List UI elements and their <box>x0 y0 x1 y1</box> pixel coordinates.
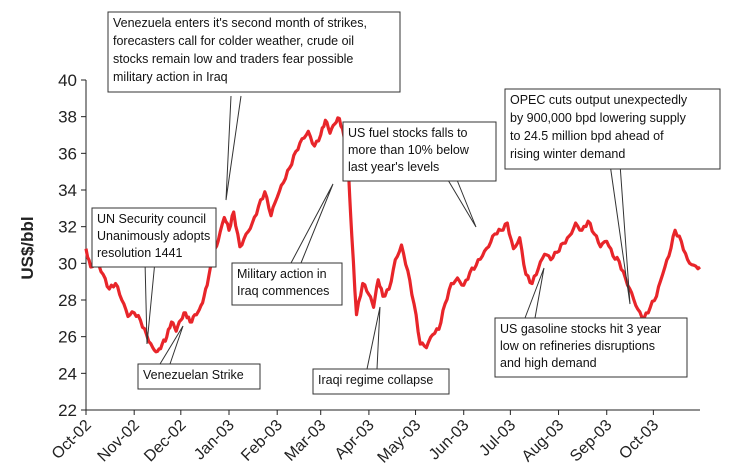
y-tick-label: 36 <box>58 144 77 163</box>
annotation-text: UN Security council <box>97 212 206 226</box>
annotation-leader <box>290 183 334 264</box>
annotation-text: OPEC cuts output unexpectedly <box>510 93 688 107</box>
annotation: Venezuela enters it's second month of st… <box>107 11 401 93</box>
annotation-boxes: Venezuela enters it's second month of st… <box>91 11 721 395</box>
annotation-text: Unanimously adopts <box>97 229 210 243</box>
annotation-box <box>494 317 688 378</box>
annotation-text: Venezuela enters it's second month of st… <box>113 16 367 30</box>
annotation: US fuel stocks falls to more than 10% bel… <box>342 121 497 182</box>
annotation-text: Venezuelan Strike <box>143 368 244 382</box>
annotation-text: stocks remain low and traders fear possi… <box>113 52 353 66</box>
y-tick-label: 30 <box>58 254 77 273</box>
annotation-leader <box>159 325 184 365</box>
y-tick-label: 34 <box>58 181 77 200</box>
annotation-leader <box>225 95 242 201</box>
annotation-text: military action in Iraq <box>113 70 228 84</box>
annotation-box <box>312 368 450 395</box>
annotation-text: resolution 1441 <box>97 246 183 260</box>
y-axis-title: US$/bbl <box>18 216 37 279</box>
annotation-box <box>231 262 343 306</box>
annotation-box <box>342 121 497 182</box>
annotation-box <box>91 207 217 268</box>
y-tick-label: 40 <box>58 71 77 90</box>
annotation-leaders <box>144 95 631 370</box>
annotation-text: forecasters call for colder weather, cru… <box>113 34 354 48</box>
y-tick-label: 22 <box>58 401 77 420</box>
annotation: OPEC cuts output unexpectedly by 900,000 … <box>504 88 721 170</box>
annotation-box <box>137 363 261 390</box>
annotation-text: more than 10% below <box>348 143 470 157</box>
annotation-text: Iraq commences <box>237 284 329 298</box>
annotation: Iraqi regime collapse <box>312 368 450 395</box>
annotation-leader <box>609 163 631 305</box>
annotation-text: to 24.5 million bpd ahead of <box>510 129 664 143</box>
annotation-box <box>504 88 721 170</box>
annotation-box <box>107 11 401 93</box>
annotation: Military action in Iraq commences <box>231 262 343 306</box>
annotation-text: US fuel stocks falls to <box>348 126 468 140</box>
annotation-leader <box>444 174 477 228</box>
annotation: Venezuelan Strike <box>137 363 261 390</box>
annotation-text: US gasoline stocks hit 3 year <box>500 322 661 336</box>
annotation-text: Military action in <box>237 267 327 281</box>
annotation-leader <box>524 267 545 319</box>
y-tick-label: 28 <box>58 291 77 310</box>
y-tick-label: 24 <box>58 364 77 383</box>
price-series-line <box>84 116 702 354</box>
annotation: UN Security council Unanimously adopts res… <box>91 207 217 268</box>
y-tick-label: 32 <box>58 218 77 237</box>
y-tick-label: 38 <box>58 108 77 127</box>
annotation-text: by 900,000 bpd lowering supply <box>510 111 687 125</box>
annotation-text: Iraqi regime collapse <box>318 373 433 387</box>
annotation-text: and high demand <box>500 356 597 370</box>
annotation-leader <box>144 260 156 345</box>
annotation-leader <box>366 306 381 370</box>
annotation-text: rising winter demand <box>510 147 625 161</box>
y-tick-label: 26 <box>58 328 77 347</box>
annotation: US gasoline stocks hit 3 year low on refi… <box>494 317 688 378</box>
series-layer <box>84 116 702 354</box>
annotation-text: low on refineries disruptions <box>500 339 655 353</box>
annotation-text: last year's levels <box>348 160 439 174</box>
